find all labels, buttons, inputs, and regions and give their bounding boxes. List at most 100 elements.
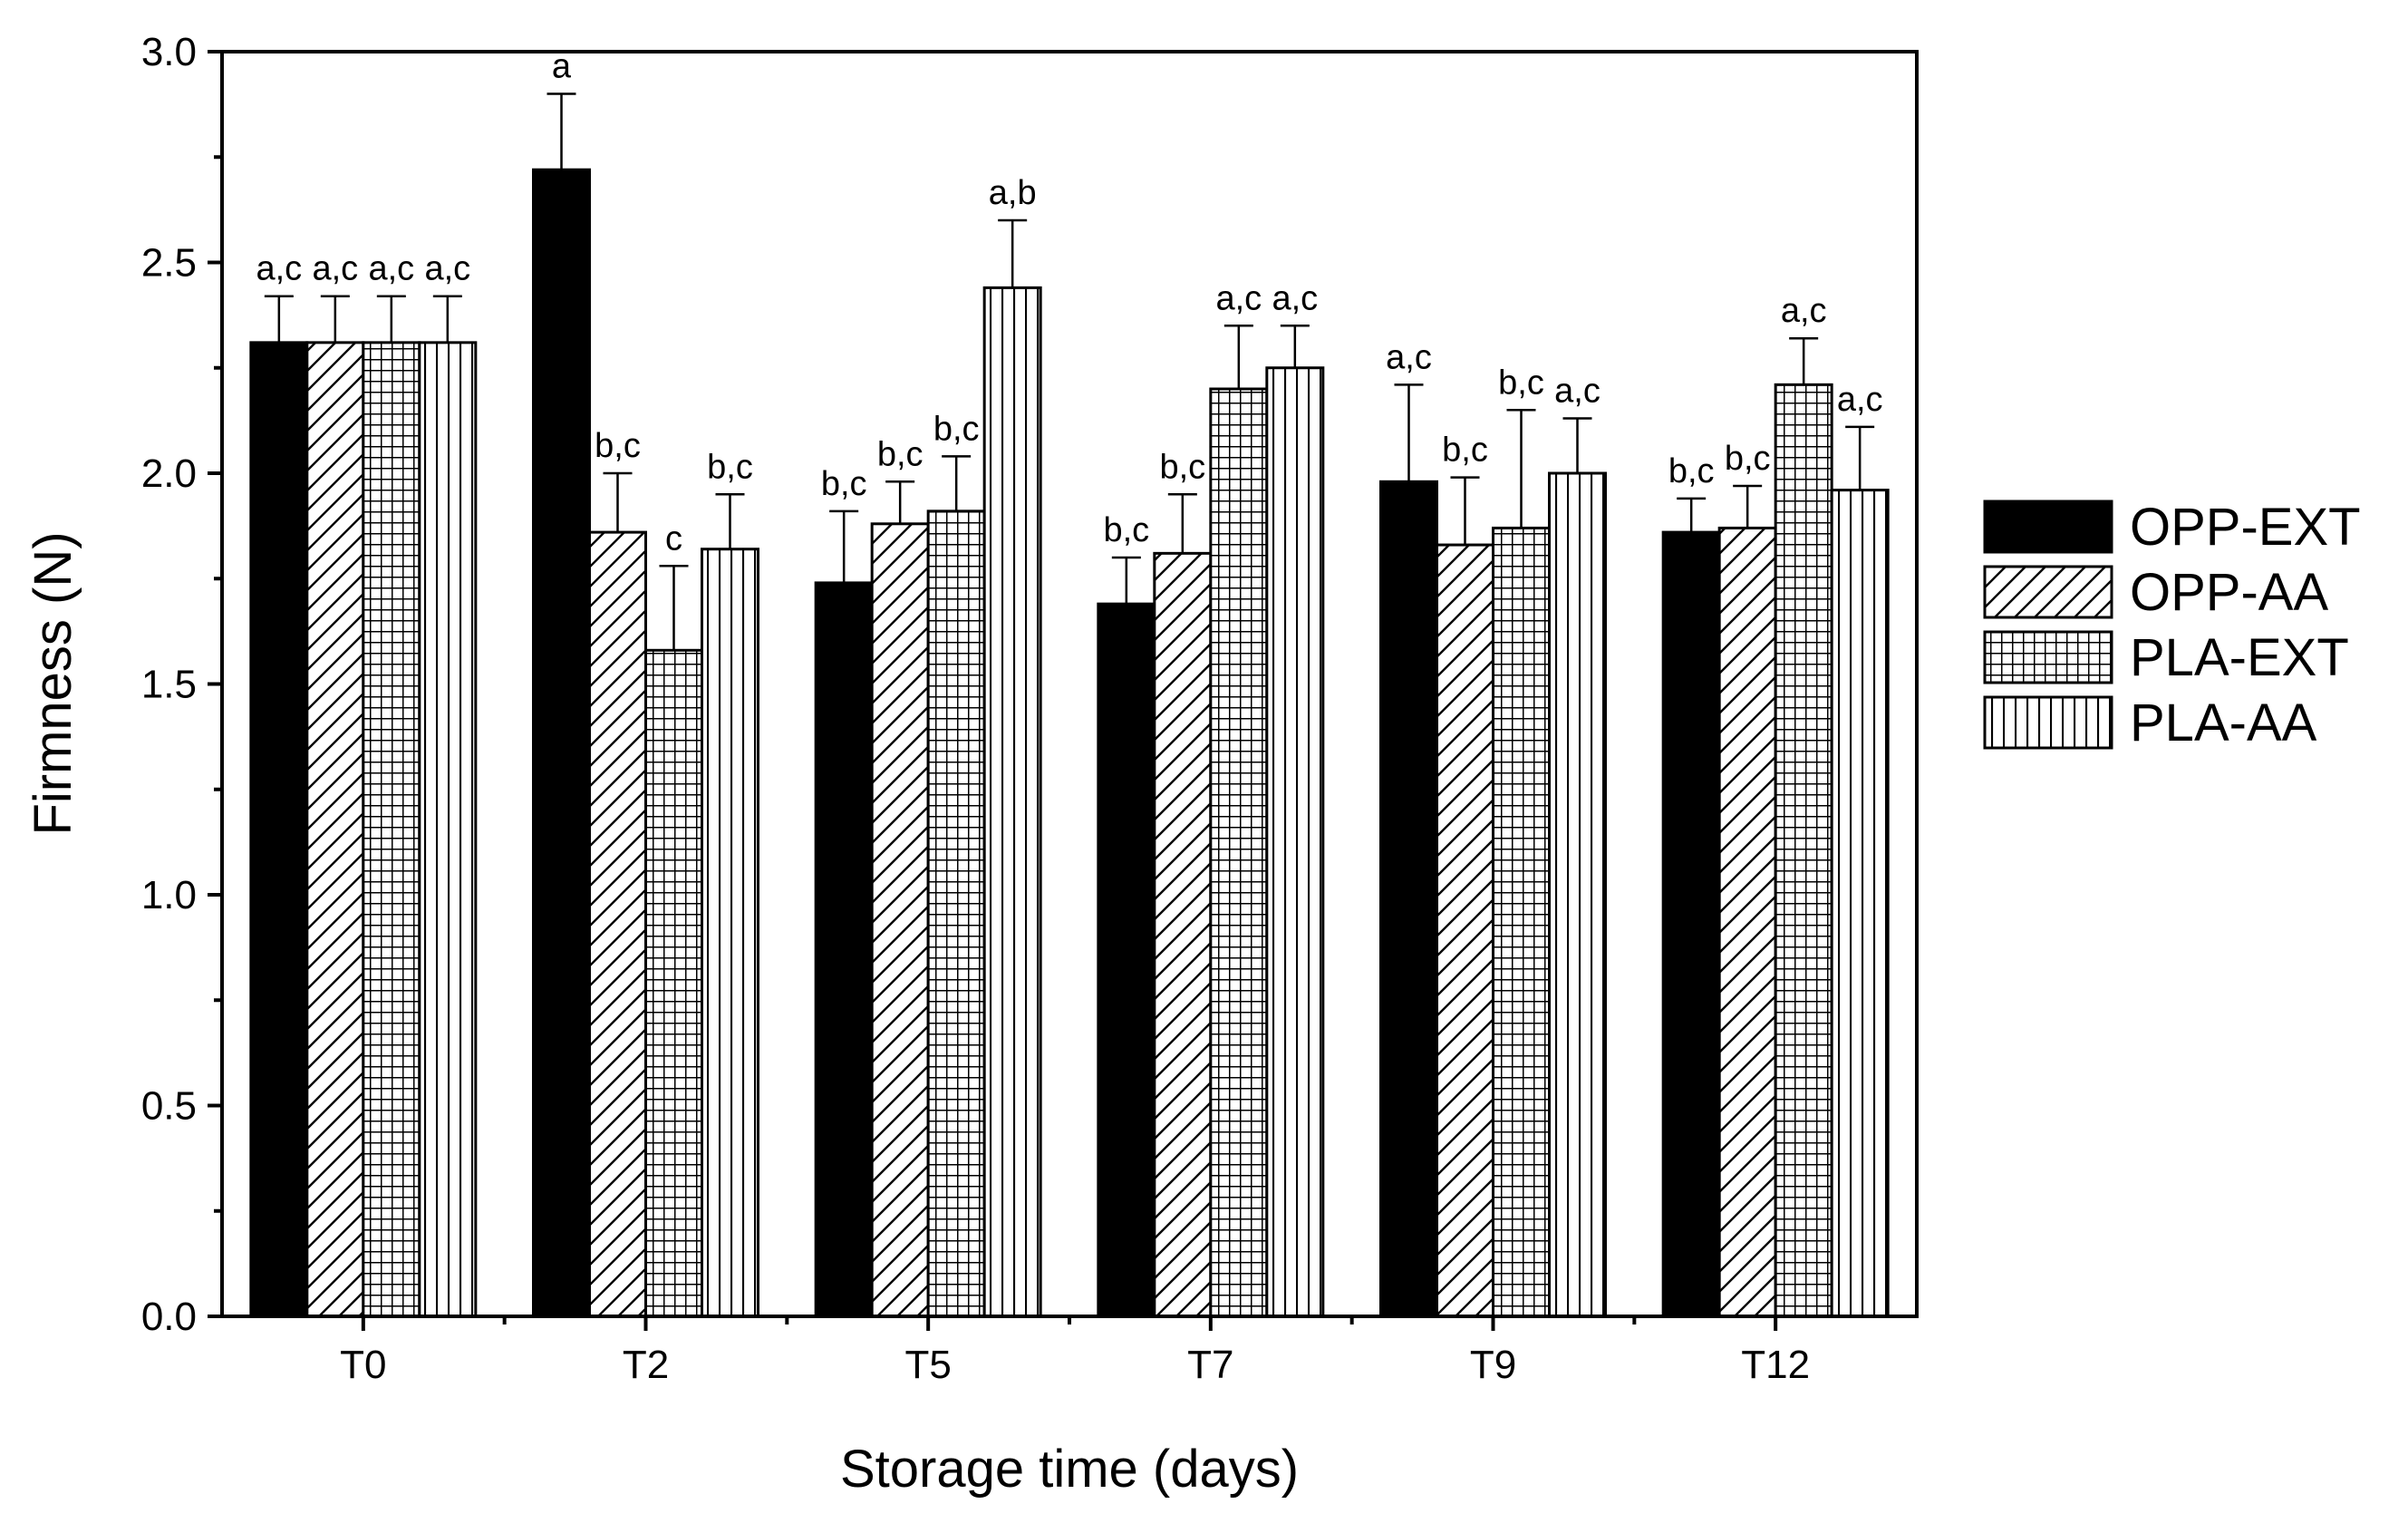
error-bar-pla-ext-t12 xyxy=(1789,336,1819,385)
sig-label-opp-ext-t5: b,c xyxy=(821,465,867,503)
error-bar-pla-aa-t0 xyxy=(432,295,462,343)
sig-label-pla-aa-t0: a,c xyxy=(424,250,470,288)
bar-pla-ext-t0 xyxy=(362,341,421,1318)
bar-opp-ext-t7 xyxy=(1097,602,1156,1318)
sig-label-pla-ext-t0: a,c xyxy=(368,250,414,288)
bar-opp-ext-t9 xyxy=(1379,480,1438,1318)
y-tick-label: 2.0 xyxy=(141,451,197,496)
sig-label-opp-ext-t2: a xyxy=(552,48,572,86)
x-tick-label: T12 xyxy=(1741,1343,1810,1387)
bar-pla-aa-t2 xyxy=(701,548,759,1318)
bar-opp-ext-t12 xyxy=(1661,530,1721,1318)
error-bar-pla-ext-t0 xyxy=(376,295,406,343)
legend-label-opp-ext: OPP-EXT xyxy=(2130,498,2361,557)
sig-label-pla-ext-t7: a,c xyxy=(1215,279,1262,317)
sig-label-opp-ext-t7: b,c xyxy=(1103,511,1149,549)
bar-pla-aa-t0 xyxy=(418,341,478,1318)
sig-label-pla-ext-t2: c xyxy=(665,519,682,558)
x-tick-label: T5 xyxy=(904,1343,951,1387)
sig-label-opp-aa-t5: b,c xyxy=(877,435,924,473)
sig-label-pla-aa-t5: a,b xyxy=(989,174,1037,212)
sig-label-pla-ext-t5: b,c xyxy=(933,410,980,448)
sig-label-opp-aa-t12: b,c xyxy=(1725,440,1771,478)
x-axis: T0 T2 T5 T7 T9 T12 xyxy=(340,1316,1810,1387)
sig-label-opp-aa-t0: a,c xyxy=(312,250,358,288)
y-tick-label: 2.5 xyxy=(141,241,197,286)
error-bar-opp-aa-t0 xyxy=(320,295,350,343)
bar-opp-aa-t12 xyxy=(1717,526,1777,1318)
y-tick-label: 1.0 xyxy=(141,873,197,917)
error-bar-opp-ext-t7 xyxy=(1111,556,1141,605)
sig-label-opp-aa-t2: b,c xyxy=(595,427,641,465)
bar-opp-aa-t5 xyxy=(870,522,930,1318)
y-tick-label: 3.0 xyxy=(141,30,197,74)
bar-opp-aa-t7 xyxy=(1153,551,1213,1318)
sig-label-opp-ext-t9: a,c xyxy=(1386,338,1432,376)
legend-swatch-opp-aa xyxy=(1983,565,2113,619)
x-axis-title: Storage time (days) xyxy=(840,1440,1299,1499)
legend-swatch-pla-aa xyxy=(1983,695,2113,750)
sig-label-pla-aa-t7: a,c xyxy=(1272,279,1318,317)
error-bar-pla-ext-t9 xyxy=(1506,409,1536,529)
y-tick-label: 1.5 xyxy=(141,663,197,707)
error-bar-opp-ext-t5 xyxy=(829,509,859,583)
bar-pla-aa-t5 xyxy=(982,286,1042,1318)
sig-label-pla-ext-t9: b,c xyxy=(1498,364,1544,402)
legend-label-pla-ext: PLA-EXT xyxy=(2130,628,2349,687)
error-bar-opp-ext-t12 xyxy=(1677,497,1707,533)
y-tick-label: 0.0 xyxy=(141,1295,197,1339)
error-bars-layer xyxy=(264,92,1875,651)
significance-labels-layer: a,c a,c a,c a,cab,ccb,c b,cb,cb,ca,bb,cb,ca,… xyxy=(256,48,1882,558)
error-bar-opp-ext-t2 xyxy=(546,92,576,170)
error-bar-pla-aa-t7 xyxy=(1280,325,1310,368)
bar-opp-ext-t2 xyxy=(532,168,591,1318)
error-bar-pla-ext-t2 xyxy=(659,565,689,651)
sig-label-pla-ext-t12: a,c xyxy=(1781,292,1827,330)
x-tick-label: T9 xyxy=(1470,1343,1516,1387)
error-bar-pla-ext-t5 xyxy=(942,455,972,511)
x-tick-label: T7 xyxy=(1187,1343,1233,1387)
y-axis: 0.0 0.5 1.0 1.5 2.0 2.5 3.0 xyxy=(141,30,222,1339)
sig-label-pla-aa-t2: b,c xyxy=(707,448,753,486)
bar-pla-aa-t12 xyxy=(1830,489,1890,1318)
sig-label-pla-aa-t12: a,c xyxy=(1837,381,1883,419)
error-bar-pla-aa-t2 xyxy=(715,493,745,549)
legend: OPP-EXT OPP-AA PLA-EXT PLA-AA xyxy=(1983,498,2361,752)
bar-opp-aa-t0 xyxy=(305,341,365,1318)
bar-pla-ext-t5 xyxy=(926,509,986,1318)
bar-opp-ext-t0 xyxy=(249,341,309,1318)
sig-label-opp-aa-t9: b,c xyxy=(1442,432,1488,470)
y-axis-title: Firmness (N) xyxy=(24,531,82,835)
legend-swatch-opp-ext xyxy=(1983,500,2113,554)
error-bar-pla-aa-t9 xyxy=(1562,417,1592,473)
sig-label-opp-ext-t0: a,c xyxy=(256,250,302,288)
x-tick-label: T2 xyxy=(623,1343,669,1387)
error-bar-opp-aa-t9 xyxy=(1450,476,1480,546)
error-bar-opp-ext-t0 xyxy=(264,295,294,343)
error-bar-opp-ext-t9 xyxy=(1394,383,1424,482)
bar-opp-ext-t5 xyxy=(814,581,874,1318)
error-bar-pla-ext-t7 xyxy=(1223,325,1253,389)
bar-pla-ext-t2 xyxy=(644,648,703,1318)
error-bar-pla-aa-t5 xyxy=(998,218,1028,288)
sig-label-opp-aa-t7: b,c xyxy=(1159,448,1205,486)
sig-label-pla-aa-t9: a,c xyxy=(1554,373,1600,411)
y-tick-label: 0.5 xyxy=(141,1084,197,1129)
bar-opp-aa-t9 xyxy=(1436,543,1494,1318)
sig-label-opp-ext-t12: b,c xyxy=(1668,452,1715,490)
bar-pla-ext-t7 xyxy=(1209,387,1269,1318)
legend-label-opp-aa: OPP-AA xyxy=(2130,563,2328,622)
legend-swatch-pla-ext xyxy=(1983,630,2113,684)
bars-layer xyxy=(249,168,1890,1318)
legend-label-pla-aa: PLA-AA xyxy=(2130,694,2317,752)
error-bar-opp-aa-t2 xyxy=(603,471,633,533)
error-bar-opp-aa-t12 xyxy=(1733,484,1763,529)
bar-pla-ext-t9 xyxy=(1492,526,1551,1318)
bar-pla-aa-t7 xyxy=(1265,366,1325,1318)
error-bar-opp-aa-t7 xyxy=(1167,493,1197,554)
bar-pla-ext-t12 xyxy=(1774,383,1833,1318)
error-bar-pla-aa-t12 xyxy=(1845,425,1875,490)
x-tick-label: T0 xyxy=(340,1343,386,1387)
bar-pla-aa-t9 xyxy=(1548,471,1607,1318)
